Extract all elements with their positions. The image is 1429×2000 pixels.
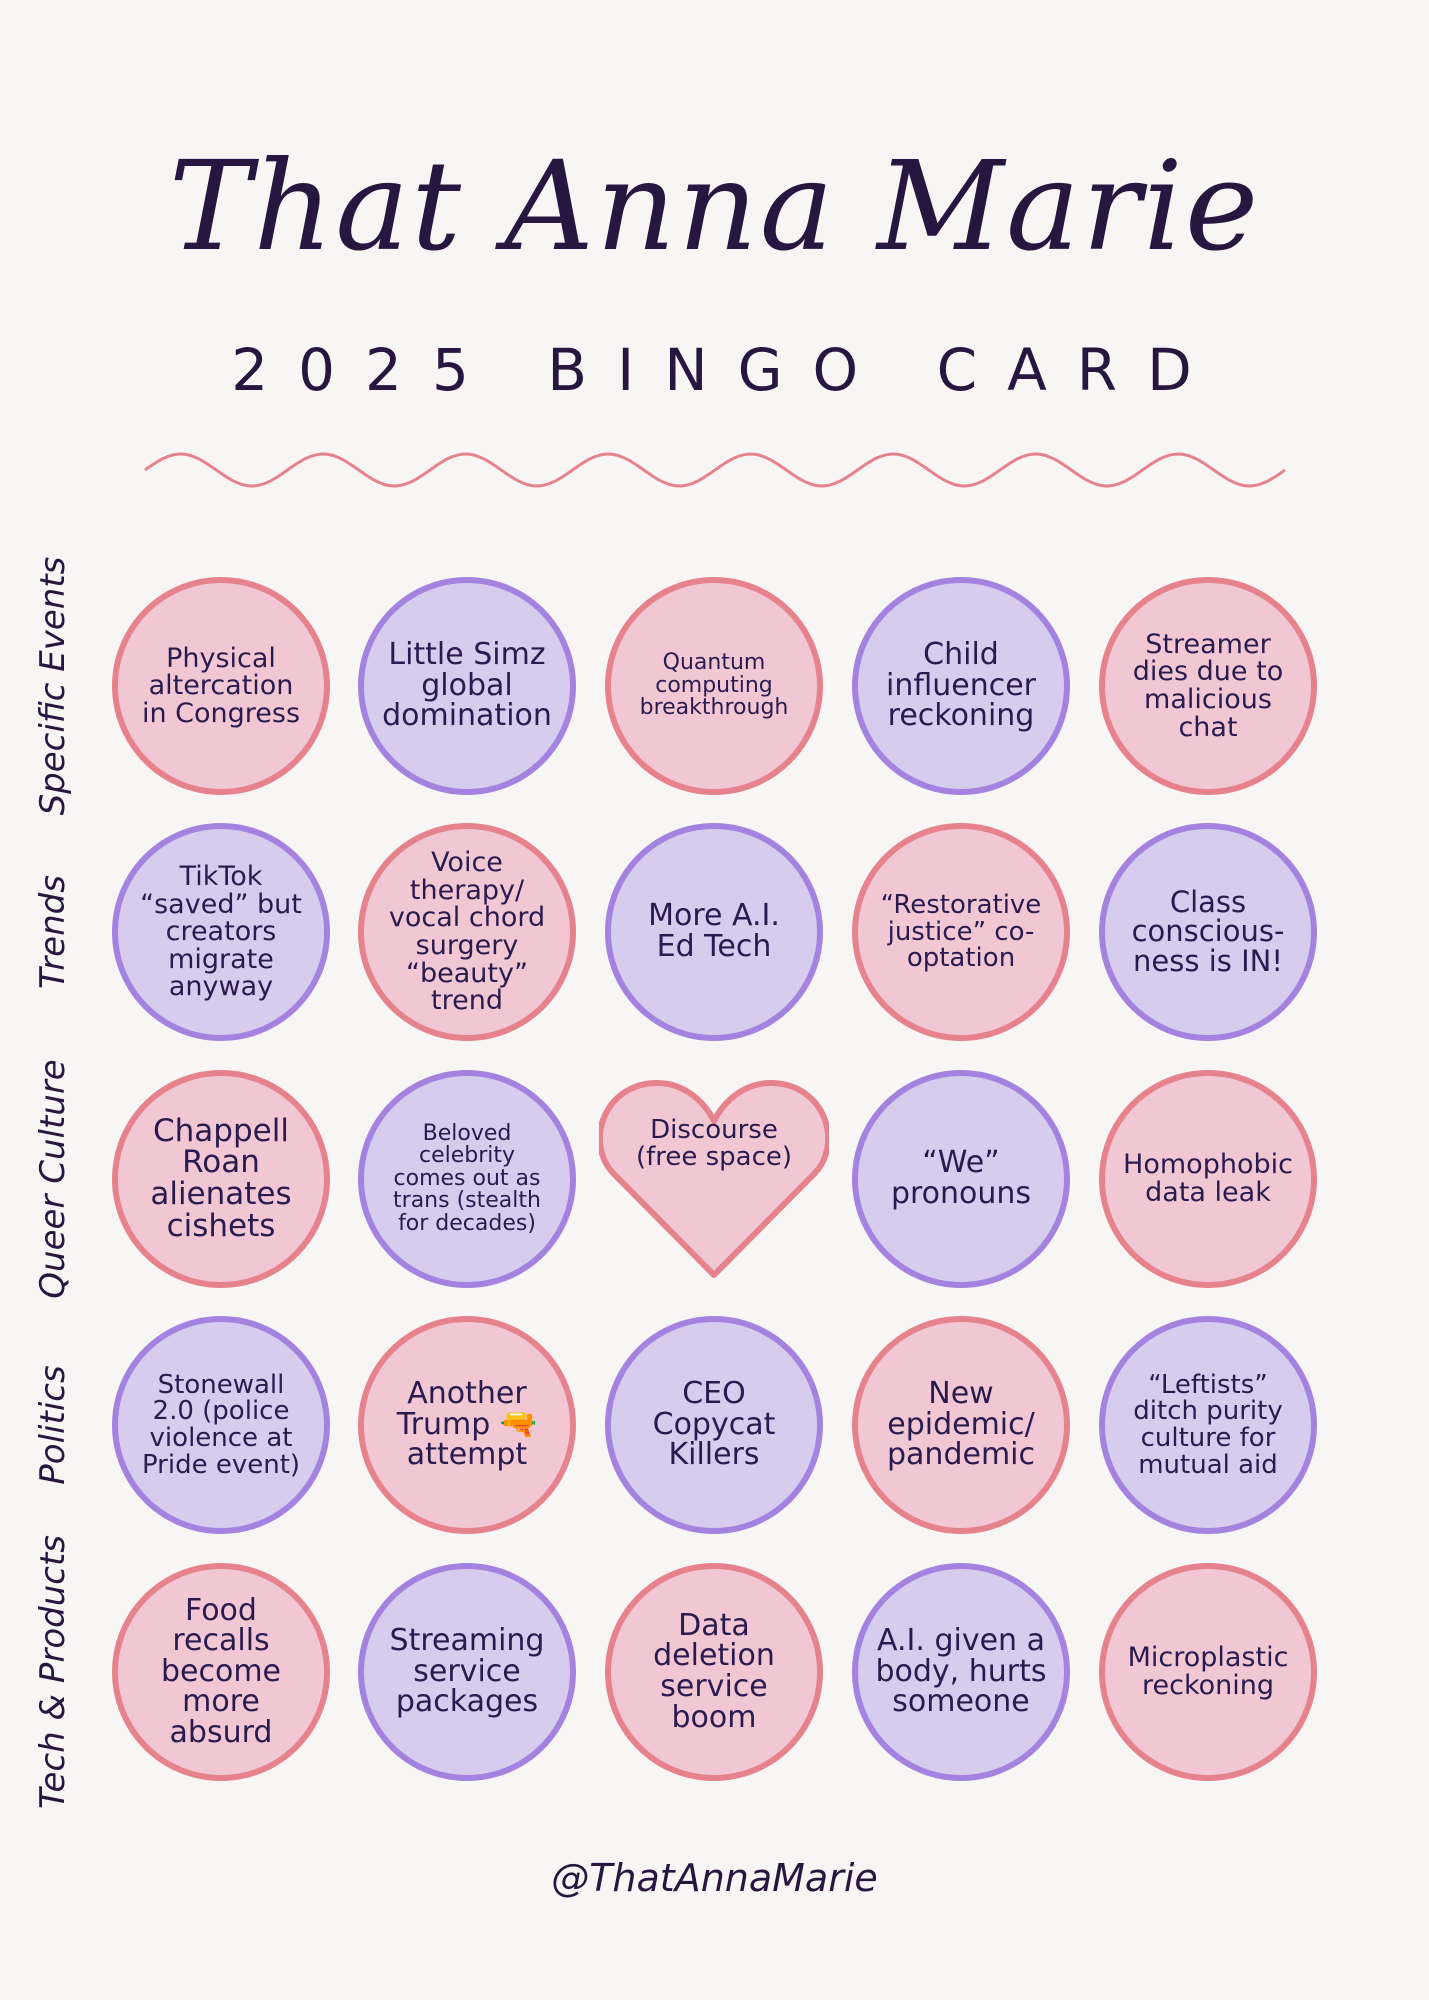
row-label-text: Politics — [33, 1365, 73, 1485]
bingo-cell-text: TikTok “saved” but creators migrate anyw… — [140, 861, 302, 1003]
bingo-cell[interactable]: TikTok “saved” but creators migrate anyw… — [112, 823, 330, 1041]
bingo-cell[interactable]: Food recalls become more absurd — [112, 1563, 330, 1781]
bingo-cell[interactable]: Little Simz global domination — [358, 577, 576, 795]
bingo-cell[interactable]: “Leftists” ditch purity culture for mutu… — [1099, 1316, 1317, 1534]
bingo-cell-text: Food recalls become more absurd — [160, 1592, 282, 1750]
bingo-cell-text: New epidemic/ pandemic — [887, 1376, 1035, 1473]
bingo-cell[interactable]: “We” pronouns — [852, 1070, 1070, 1288]
bingo-cell-text: More A.I. Ed Tech — [648, 898, 780, 964]
card-title: That Anna Marie — [168, 135, 1261, 279]
bingo-cell-text: Streamer dies due to malicious chat — [1132, 628, 1284, 743]
row-label-text: Specific Events — [33, 556, 73, 816]
bingo-cell-text: CEO Copycat Killers — [652, 1376, 776, 1473]
bingo-cell-free-space[interactable]: Discourse (free space) — [599, 1075, 829, 1283]
bingo-cell[interactable]: Streaming service packages — [358, 1563, 576, 1781]
bingo-cell[interactable]: Beloved celebrity comes out as trans (st… — [358, 1070, 576, 1288]
bingo-cell-text: Stonewall 2.0 (police violence at Pride … — [141, 1369, 301, 1480]
bingo-cell-text: Homophobic data leak — [1123, 1149, 1293, 1208]
bingo-cell[interactable]: “Restorative justice” co-optation — [852, 823, 1070, 1041]
bingo-cell-text: Quantum computing breakthrough — [639, 650, 789, 721]
bingo-cell[interactable]: A.I. given a body, hurts someone — [852, 1563, 1070, 1781]
bingo-cell[interactable]: Chappell Roan alienates cishets — [112, 1070, 330, 1288]
heart-icon — [599, 1079, 829, 1278]
bingo-cell[interactable]: Quantum computing breakthrough — [605, 577, 823, 795]
row-label-text: Queer Culture — [33, 1059, 73, 1299]
bingo-cell[interactable]: More A.I. Ed Tech — [605, 823, 823, 1041]
bingo-cell-text: Child influencer reckoning — [885, 637, 1036, 734]
bingo-cell-text: “Restorative justice” co-optation — [880, 890, 1042, 974]
bingo-cell[interactable]: New epidemic/ pandemic — [852, 1316, 1070, 1534]
bingo-cell-text: Another Trump 🔫 attempt — [396, 1376, 538, 1473]
bingo-cell[interactable]: Physical altercation in Congress — [112, 577, 330, 795]
bingo-cell-text: Voice therapy/ vocal chord surgery “beau… — [388, 847, 546, 1017]
bingo-cell-text: Discourse (free space) — [635, 1115, 793, 1172]
bingo-cell-text: Data deletion service boom — [653, 1607, 775, 1735]
bingo-cell[interactable]: Voice therapy/ vocal chord surgery “beau… — [358, 823, 576, 1041]
bingo-cell-text: Microplastic reckoning — [1127, 1642, 1289, 1701]
bingo-cell-text: Streaming service packages — [389, 1623, 545, 1720]
bingo-cell-text: Class conscious-ness is IN! — [1131, 884, 1285, 978]
bingo-cell[interactable]: Microplastic reckoning — [1099, 1563, 1317, 1781]
wave-divider-icon — [144, 452, 1286, 488]
bingo-cell-text: A.I. given a body, hurts someone — [875, 1623, 1047, 1720]
social-handle: @ThatAnnaMarie — [551, 1856, 878, 1900]
card-subtitle: 2025 BINGO CARD — [231, 336, 1222, 404]
bingo-cell[interactable]: Homophobic data leak — [1099, 1070, 1317, 1288]
bingo-cell-text: Chappell Roan alienates cishets — [150, 1112, 292, 1244]
bingo-cell-text: Beloved celebrity comes out as trans (st… — [393, 1120, 541, 1236]
bingo-cell[interactable]: Data deletion service boom — [605, 1563, 823, 1781]
row-label-text: Tech & Products — [33, 1534, 73, 1810]
bingo-cell[interactable]: Stonewall 2.0 (police violence at Pride … — [112, 1316, 330, 1534]
bingo-cell[interactable]: Another Trump 🔫 attempt — [358, 1316, 576, 1534]
bingo-cell[interactable]: Class conscious-ness is IN! — [1099, 823, 1317, 1041]
bingo-cell-text: “We” pronouns — [890, 1145, 1032, 1211]
row-label-text: Trends — [33, 875, 73, 989]
bingo-cell-text: Little Simz global domination — [382, 637, 552, 734]
bingo-cell[interactable]: CEO Copycat Killers — [605, 1316, 823, 1534]
bingo-cell-text: “Leftists” ditch purity culture for mutu… — [1133, 1369, 1283, 1480]
bingo-cell[interactable]: Child influencer reckoning — [852, 577, 1070, 795]
bingo-cell[interactable]: Streamer dies due to malicious chat — [1099, 577, 1317, 795]
bingo-cell-text: Physical altercation in Congress — [141, 642, 301, 729]
